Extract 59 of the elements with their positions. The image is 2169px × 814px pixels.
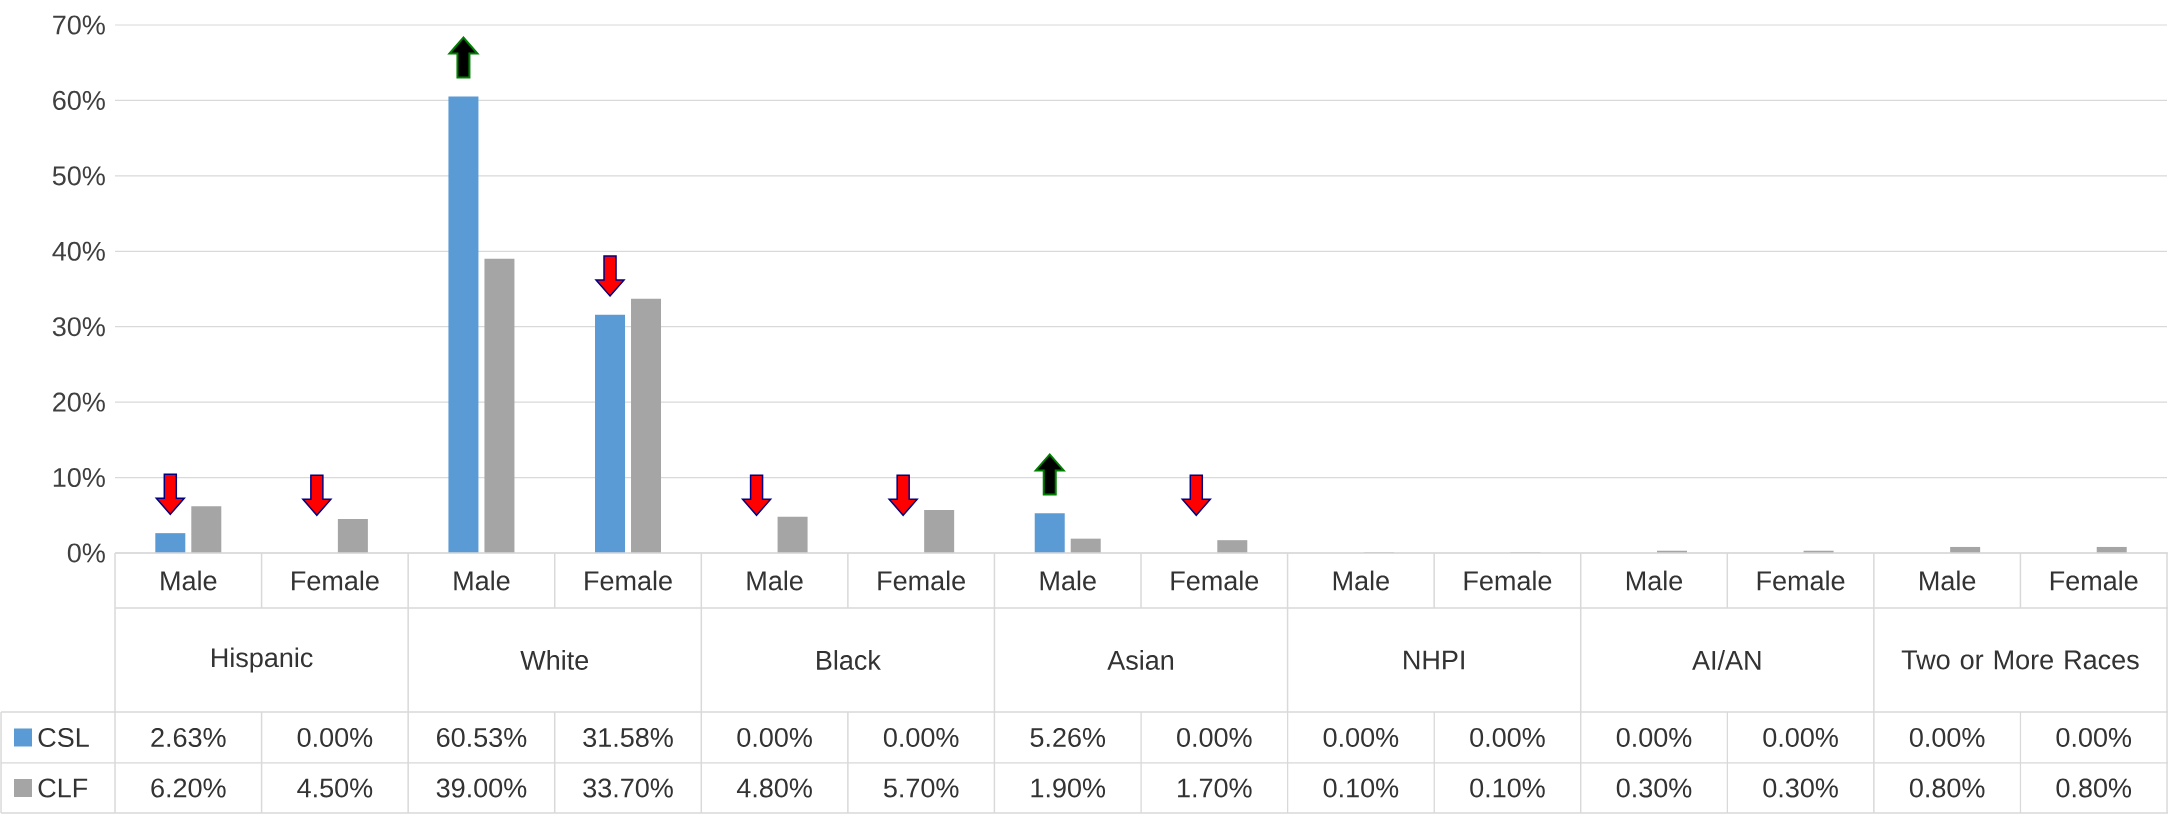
data-label: 0.00% [1323,727,1399,748]
y-tick-label: 50% [52,166,105,186]
data-label: 6.20% [151,778,226,798]
x-tick-label: Female [292,570,379,591]
y-tick-label: 30% [52,317,105,337]
x-tick-label: Male [1040,570,1096,591]
x-tick-label: Male [1626,570,1683,591]
data-label: 0.00% [737,727,812,748]
x-tick-label: Male [1920,570,1976,591]
data-label: 60.53% [437,727,527,748]
x-tick-label: Male [747,570,803,591]
data-label: 1.70% [1178,778,1252,798]
x-tick-label: Female [1757,570,1845,591]
legend-label: CSL [38,727,89,748]
data-label: 0.30% [1763,778,1838,798]
text: NHPI [1404,650,1464,670]
data-label: 0.10% [1323,778,1399,798]
data-label: 5.26% [1030,727,1106,748]
data-label: 0.80% [1909,778,1985,798]
y-tick-label: 20% [53,392,105,412]
data-label: 0.80% [2056,778,2132,798]
x-tick-label: Male [454,570,510,591]
data-label: 4.80% [736,778,812,798]
y-tick-label: 10% [53,468,105,488]
text: Asian [1107,650,1174,670]
x-tick-label: Male [161,570,217,591]
data-label: 0.00% [2056,727,2132,748]
y-tick-label: 70% [53,15,105,35]
legend-label: CLF [38,778,88,798]
data-label: 0.00% [883,727,959,748]
text: Two or More Races [1901,650,2139,670]
data-label: 0.00% [297,727,373,748]
data-label: 0.00% [1909,727,1985,748]
data-label: 2.63% [151,727,226,748]
y-tick-label: 60% [53,90,105,110]
x-tick-label: Female [878,570,965,591]
text: White [520,650,589,670]
text: Black [817,650,881,670]
data-label: 5.70% [883,778,959,798]
data-label: 33.70% [583,778,673,798]
data-label: 39.00% [436,778,527,798]
x-tick-label: Female [1464,570,1552,591]
data-label: 31.58% [583,727,673,748]
data-label: 0.00% [1616,727,1692,748]
data-label: 4.50% [297,778,373,798]
data-label: 0.00% [1763,727,1838,748]
x-tick-label: Male [1333,570,1389,591]
x-tick-label: Female [1171,570,1259,591]
y-tick-label: 40% [52,241,105,261]
data-label: 0.10% [1470,778,1545,798]
data-label: 0.30% [1616,778,1692,798]
text: AI/AN [1692,650,1761,670]
data-label: 0.00% [1470,727,1545,748]
x-tick-label: Female [2050,570,2138,591]
data-label: 0.00% [1177,727,1252,748]
x-tick-label: Female [585,570,672,591]
text: Hispanic [212,647,313,673]
data-label: 1.90% [1031,778,1106,798]
y-tick-label: 0% [67,543,105,563]
